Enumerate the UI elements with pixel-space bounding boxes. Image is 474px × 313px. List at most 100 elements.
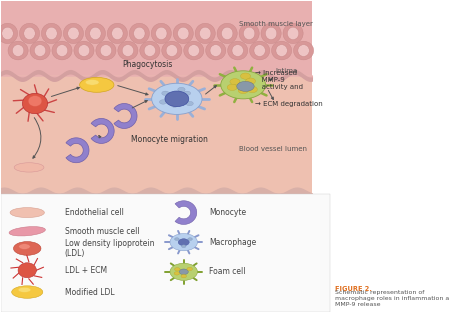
Ellipse shape [182,245,186,248]
Ellipse shape [162,41,182,60]
Ellipse shape [74,41,94,60]
Ellipse shape [187,267,192,271]
Ellipse shape [228,41,248,60]
Ellipse shape [165,91,189,107]
Ellipse shape [129,23,149,44]
Ellipse shape [170,263,198,280]
Ellipse shape [162,91,169,95]
Ellipse shape [238,87,248,94]
Ellipse shape [12,286,43,298]
Bar [0,194,330,312]
Text: FIGURE 2.: FIGURE 2. [335,286,372,292]
Ellipse shape [90,27,101,40]
Polygon shape [66,138,89,163]
Ellipse shape [22,93,47,114]
Ellipse shape [152,83,202,115]
Ellipse shape [10,208,45,218]
Ellipse shape [28,95,42,106]
Ellipse shape [183,91,191,95]
Ellipse shape [107,23,128,44]
Ellipse shape [155,27,167,40]
Ellipse shape [230,79,240,85]
Text: Low density lipoprotein
(LDL): Low density lipoprotein (LDL) [65,239,154,258]
Ellipse shape [178,239,189,246]
Ellipse shape [293,41,314,60]
Ellipse shape [13,242,41,255]
Ellipse shape [237,81,254,91]
Ellipse shape [80,77,114,92]
Ellipse shape [254,45,265,56]
Ellipse shape [140,41,160,60]
Ellipse shape [159,100,167,104]
Ellipse shape [195,23,215,44]
Ellipse shape [166,45,178,56]
Ellipse shape [276,45,287,56]
Ellipse shape [181,275,186,278]
Ellipse shape [217,23,237,44]
Ellipse shape [283,23,303,44]
Ellipse shape [188,238,192,240]
Ellipse shape [265,27,277,40]
Bar [0,63,312,194]
Ellipse shape [12,45,24,56]
Text: Monocyte: Monocyte [209,208,246,217]
Text: Phagocytosis: Phagocytosis [122,60,173,69]
Polygon shape [175,201,197,224]
Text: Blood vessel lumen: Blood vessel lumen [238,146,307,152]
Ellipse shape [144,45,155,56]
Ellipse shape [173,23,193,44]
Ellipse shape [112,27,123,40]
Ellipse shape [261,23,281,44]
Text: Smooth muscle cell: Smooth muscle cell [65,227,139,236]
Bar [0,188,312,312]
Ellipse shape [232,45,244,56]
Ellipse shape [287,27,299,40]
Text: Schematic representation of
macrophage roles in inflammation a
MMP-9 release: Schematic representation of macrophage r… [335,290,449,307]
Ellipse shape [247,86,257,93]
Ellipse shape [2,27,13,40]
Ellipse shape [9,227,46,236]
Bar [0,1,312,75]
Text: Foam cell: Foam cell [209,267,246,276]
Ellipse shape [250,41,270,60]
Ellipse shape [85,23,106,44]
Ellipse shape [210,45,221,56]
Ellipse shape [227,84,237,90]
Ellipse shape [100,45,112,56]
Ellipse shape [200,27,211,40]
Polygon shape [91,119,114,143]
Ellipse shape [240,73,251,79]
Text: Modified LDL: Modified LDL [65,288,114,296]
Ellipse shape [118,41,138,60]
Ellipse shape [221,27,233,40]
Ellipse shape [178,87,185,92]
Ellipse shape [122,45,134,56]
Ellipse shape [174,272,180,275]
Ellipse shape [244,27,255,40]
Ellipse shape [14,163,44,172]
Text: → Increased
   MMP-9
   activity and: → Increased MMP-9 activity and [255,70,302,90]
Text: Endothelial cell: Endothelial cell [65,208,124,217]
Ellipse shape [206,41,226,60]
Ellipse shape [184,41,204,60]
Ellipse shape [46,27,57,40]
Ellipse shape [19,244,30,249]
Ellipse shape [34,45,46,56]
Ellipse shape [24,27,35,40]
Text: LDL + ECM: LDL + ECM [65,266,107,275]
Ellipse shape [170,233,198,251]
Ellipse shape [186,101,193,106]
Ellipse shape [0,23,18,44]
Ellipse shape [18,287,31,292]
Ellipse shape [8,41,28,60]
Ellipse shape [52,41,72,60]
Ellipse shape [30,41,50,60]
Ellipse shape [272,41,292,60]
Ellipse shape [151,23,172,44]
Text: Macrophage: Macrophage [209,238,256,247]
Ellipse shape [18,263,36,278]
Ellipse shape [246,78,255,84]
Ellipse shape [174,268,180,271]
Text: Intima: Intima [275,68,298,74]
Ellipse shape [179,269,188,275]
